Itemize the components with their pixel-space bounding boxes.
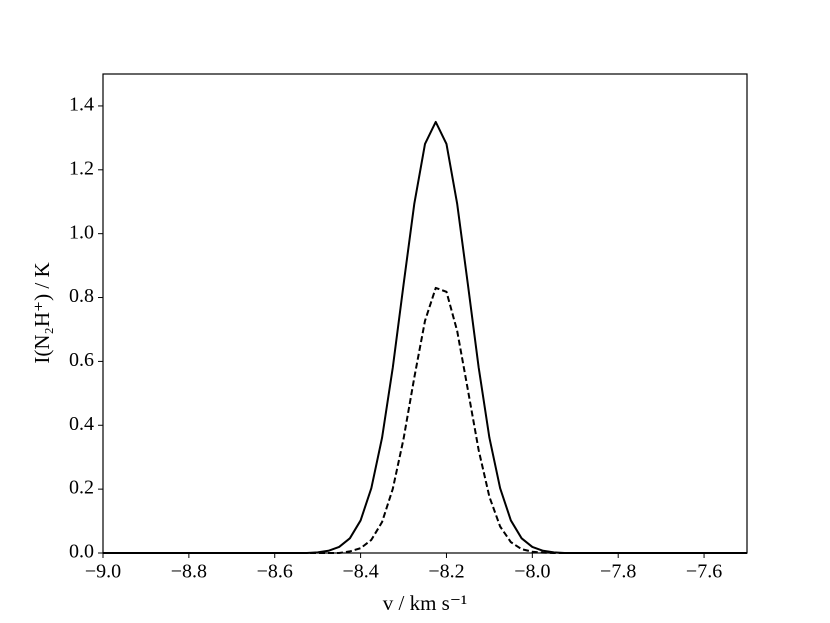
y-tick-label: 0.6 xyxy=(69,349,94,371)
y-tick-label: 0.4 xyxy=(69,413,94,435)
plot-frame xyxy=(102,73,748,554)
y-tick-label: 1.0 xyxy=(69,221,94,243)
x-tick-label: −8.8 xyxy=(171,561,207,583)
x-tick-label: −7.8 xyxy=(600,561,636,583)
line-series xyxy=(103,286,747,554)
line-series xyxy=(103,120,747,554)
y-tick-label: 0.8 xyxy=(69,285,94,307)
x-tick-label: −7.6 xyxy=(686,561,722,583)
y-tick-label: 1.4 xyxy=(69,94,94,116)
y-tick-label: 0.0 xyxy=(69,541,94,563)
x-tick-label: −8.4 xyxy=(342,561,378,583)
x-tick-label: −8.0 xyxy=(514,561,550,583)
x-tick-label: −8.6 xyxy=(257,561,293,583)
y-tick-label: 0.2 xyxy=(69,477,94,499)
y-tick-label: 1.2 xyxy=(69,157,94,179)
x-axis-label: v / km s⁻¹ xyxy=(383,591,467,615)
x-tick-label: −8.2 xyxy=(428,561,464,583)
y-axis-label: I(N₂H⁺) / K xyxy=(30,262,54,363)
x-tick-label: −9.0 xyxy=(85,561,121,583)
